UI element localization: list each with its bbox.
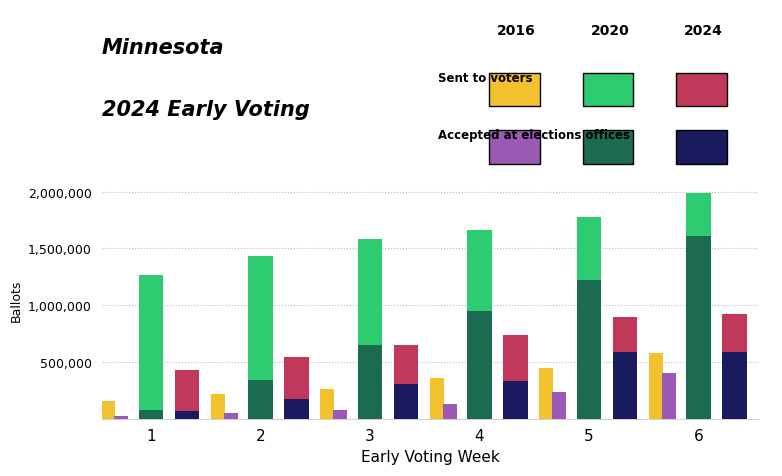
Bar — [174, 412, 199, 419]
Bar — [539, 368, 553, 419]
Bar — [224, 413, 238, 419]
Bar — [320, 389, 334, 419]
Bar — [722, 315, 747, 419]
Bar — [648, 354, 662, 419]
Text: Minnesota: Minnesota — [102, 38, 224, 58]
Bar — [576, 281, 601, 419]
Text: 2016: 2016 — [497, 24, 536, 38]
Bar — [333, 410, 347, 419]
Bar — [210, 395, 224, 419]
Bar — [443, 404, 457, 419]
Bar — [467, 311, 492, 419]
Text: 2020: 2020 — [590, 24, 630, 38]
Bar — [722, 352, 747, 419]
Bar — [576, 217, 601, 419]
Bar — [393, 345, 418, 419]
Y-axis label: Ballots: Ballots — [9, 279, 23, 321]
Bar — [174, 370, 199, 419]
Bar — [248, 380, 273, 419]
Text: 2024 Early Voting: 2024 Early Voting — [102, 100, 310, 120]
Bar — [357, 240, 382, 419]
Bar — [138, 275, 163, 419]
Bar — [357, 345, 382, 419]
Bar — [503, 335, 528, 419]
Bar — [101, 401, 115, 419]
Bar — [686, 237, 711, 419]
Bar — [467, 231, 492, 419]
Bar — [248, 257, 273, 419]
Bar — [429, 378, 443, 419]
Bar — [552, 392, 566, 419]
Bar — [686, 193, 711, 419]
Text: Sent to voters: Sent to voters — [438, 71, 533, 84]
Text: Accepted at elections offices: Accepted at elections offices — [438, 129, 630, 141]
Bar — [284, 357, 309, 419]
Bar — [612, 352, 637, 419]
Bar — [662, 374, 676, 419]
Bar — [503, 381, 528, 419]
Text: 2024: 2024 — [684, 24, 723, 38]
Bar — [114, 416, 128, 419]
Bar — [284, 400, 309, 419]
Bar — [138, 410, 163, 419]
Bar — [393, 384, 418, 419]
Bar — [612, 317, 637, 419]
X-axis label: Early Voting Week: Early Voting Week — [361, 449, 500, 464]
